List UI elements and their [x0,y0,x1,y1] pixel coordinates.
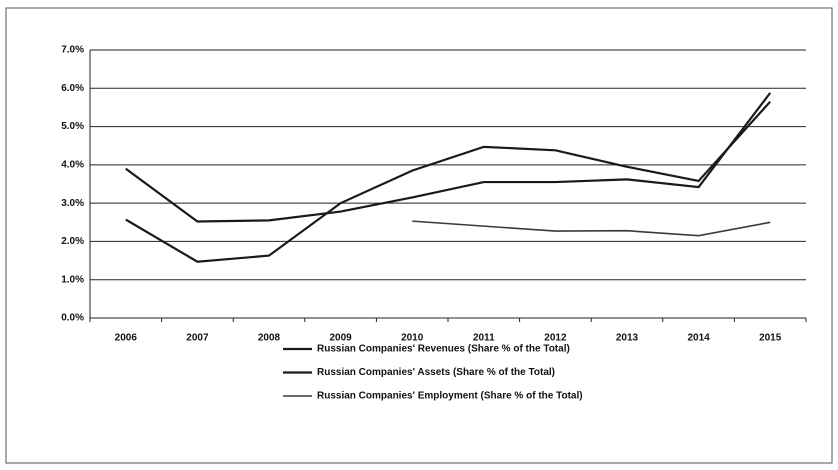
x-tick-label: 2008 [258,333,281,344]
y-tick-label: 5.0% [61,121,84,132]
y-tick-label: 6.0% [61,83,84,94]
series-line [125,100,772,263]
x-tick-label: 2007 [186,333,209,344]
y-tick-label: 2.0% [61,236,84,247]
x-tick-label: 2006 [115,333,138,344]
legend-label: Russian Companies' Employment (Share % o… [317,391,583,402]
y-tick-label: 3.0% [61,198,84,209]
series-line [412,220,771,237]
x-tick-label: 2013 [616,333,639,344]
x-tick-label: 2010 [401,333,424,344]
y-tick-label: 4.0% [61,159,84,170]
x-tick-label: 2012 [544,333,567,344]
x-tick-label: 2015 [759,333,782,344]
legend-label: Russian Companies' Revenues (Share % of … [317,344,570,355]
legend-label: Russian Companies' Assets (Share % of th… [317,367,555,378]
y-tick-label: 1.0% [61,274,84,285]
x-tick-label: 2011 [473,333,495,344]
x-tick-label: 2009 [329,333,352,344]
series-line [125,92,772,223]
y-tick-label: 7.0% [61,45,84,56]
y-tick-label: 0.0% [61,313,84,324]
x-tick-label: 2014 [687,333,710,344]
